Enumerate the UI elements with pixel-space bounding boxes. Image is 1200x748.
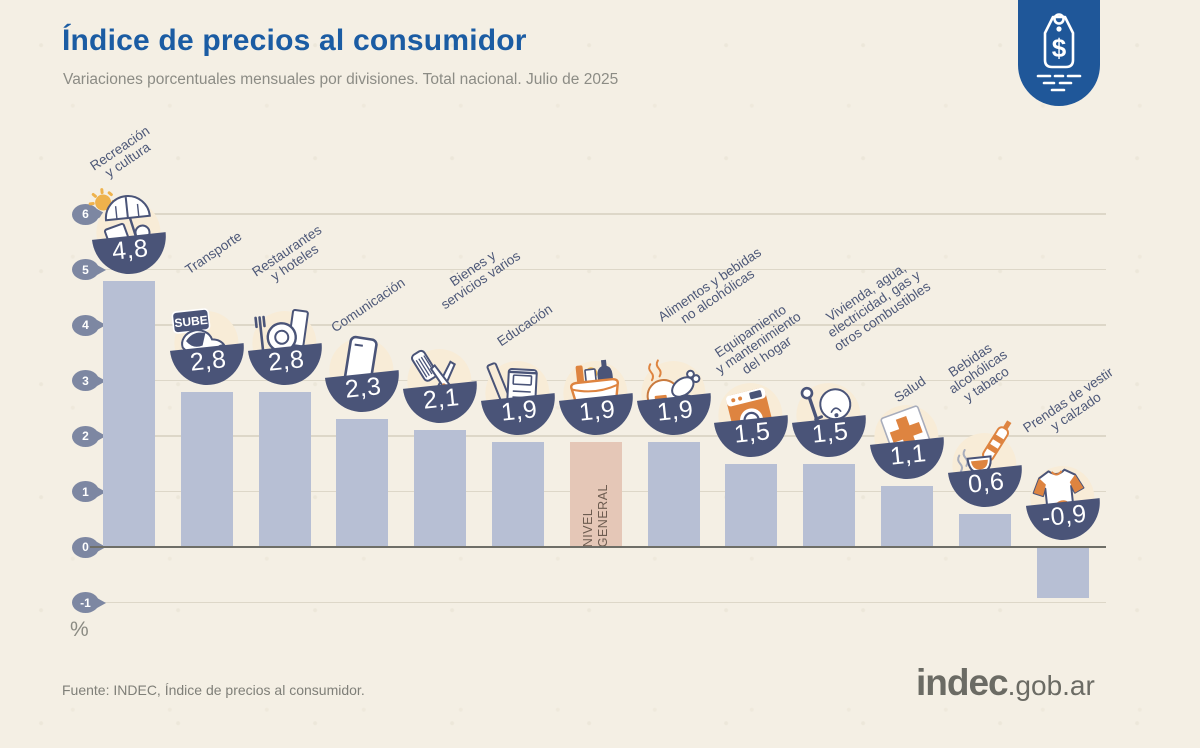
category-label-transporte: Transporte: [182, 228, 245, 278]
badge-equipamiento-y-mantenimiento-del-hogar: 1,5: [705, 375, 797, 467]
page-subtitle: Variaciones porcentuales mensuales por d…: [63, 71, 619, 88]
restaurant-plate-cutlery-icon: [253, 308, 309, 357]
bar-vivienda-agua-electricidad-gas-y-otros-combustibles: [803, 463, 856, 547]
gridline-6: [98, 213, 1106, 215]
value-bowl: 4,8: [91, 231, 170, 278]
value-bowl: 1,9: [480, 392, 559, 439]
svg-text:$: $: [1052, 33, 1067, 63]
bar-restaurantes-y-hoteles: [258, 391, 311, 547]
category-label-bebidas-alcoholicas-y-tabaco: Bebidas alcohólicas y tabaco: [945, 340, 1012, 405]
value-bowl: 2,8: [247, 342, 326, 389]
category-label-bienes-y-servicios-varios: Bienes y servicios varios: [438, 247, 524, 313]
badge-alimentos-y-bebidas-no-alcoholicas: 1,9: [627, 352, 719, 444]
indec-logo-suffix: .gob.ar: [1007, 670, 1095, 701]
bar-educacion: [492, 441, 544, 547]
badge-prendas-de-vestir-y-calzado: -0,9: [1016, 458, 1108, 550]
badge-restaurantes-y-hoteles: 2,8: [238, 302, 330, 394]
gridline-4: [98, 324, 1106, 326]
bar-transporte: [180, 391, 233, 547]
badge-vivienda-agua-electricidad-gas-y-otros-combustibles: 1,5: [783, 375, 875, 467]
category-label-comunicacion: Comunicación: [328, 274, 409, 335]
category-label-restaurantes-y-hoteles: Restaurantes y hoteles: [248, 221, 324, 284]
category-label-recreacion-y-cultura: Recreación y cultura: [87, 122, 154, 181]
bar-nivel-general: NIVEL GENERAL: [569, 441, 622, 547]
badge-recreacion-y-cultura: 4,8: [83, 187, 175, 283]
gridline-2: [98, 435, 1106, 437]
bar-prendas-de-vestir-y-calzado: [1036, 548, 1089, 598]
x-axis-zero-line: [90, 545, 1106, 549]
value-bowl: 1,5: [792, 414, 870, 461]
value-bowl: 1,1: [869, 437, 948, 483]
y-tick-4: 4: [72, 314, 99, 336]
y-axis-unit-label: %: [70, 618, 89, 641]
indec-logo-main: indec: [916, 662, 1009, 703]
badge-bienes-y-servicios-varios: 2,1: [394, 341, 486, 433]
gridline-5: [98, 268, 1106, 271]
category-label-equipamiento-y-mantenimiento-del-hogar: Equipamiento y mantenimiento del hogar: [712, 302, 805, 378]
y-tick-6: 6: [72, 203, 99, 225]
value-bowl: 1,5: [714, 414, 792, 461]
y-tick-0: 0: [72, 536, 99, 558]
value-bowl: 2,3: [325, 370, 403, 417]
gridline--1: [98, 601, 1106, 604]
y-tick-1: 1: [72, 481, 99, 502]
price-tag-badge: $: [1018, 0, 1100, 106]
value-bowl: 2,1: [403, 381, 481, 428]
indec-logo: indec .gob.ar: [916, 662, 1095, 704]
page-title: Índice de precios al consumidor: [62, 24, 527, 57]
badge-comunicacion: 2,3: [316, 330, 408, 422]
badge-educacion: 1,9: [472, 352, 564, 444]
badge-transporte: SUBE 2,8: [161, 302, 253, 394]
category-label-vivienda-agua-electricidad-gas-y-otros-combustibles: Vivienda, agua, electricidad, gas y otro…: [823, 260, 934, 355]
source-note: Fuente: INDEC, Índice de precios al cons…: [62, 682, 365, 698]
bar-comunicacion: [336, 419, 389, 547]
value-bowl: 1,9: [636, 392, 715, 439]
y-tick-2: 2: [72, 425, 99, 447]
value-bowl: 0,6: [947, 464, 1026, 511]
value-bowl: 2,8: [169, 342, 248, 389]
value-bowl: -0,9: [1025, 498, 1104, 544]
bar-bienes-y-servicios-varios: [414, 430, 467, 547]
badge-bebidas-alcoholicas-y-tabaco: 0,6: [939, 420, 1031, 517]
bar-bebidas-alcoholicas-y-tabaco: [958, 513, 1011, 547]
price-tag-icon: $: [1036, 13, 1082, 92]
value-bowl: 1,9: [558, 392, 637, 439]
svg-text:SUBE: SUBE: [174, 312, 209, 329]
highlight-bar-label: NIVEL GENERAL: [580, 483, 610, 547]
badge-nivel-general: 1,9: [550, 352, 642, 444]
badge-salud: 1,1: [861, 397, 953, 489]
bar-alimentos-y-bebidas-no-alcoholicas: [647, 441, 700, 547]
wine-bottle-glass-icon: [956, 420, 1012, 486]
bar-equipamiento-y-mantenimiento-del-hogar: [725, 463, 778, 547]
y-tick-5: 5: [72, 259, 99, 280]
y-tick-3: 3: [72, 370, 99, 391]
bar-recreacion-y-cultura: [103, 280, 155, 547]
bar-salud: [881, 485, 933, 547]
y-tick--1: -1: [72, 592, 99, 613]
category-label-educacion: Educación: [494, 301, 556, 350]
